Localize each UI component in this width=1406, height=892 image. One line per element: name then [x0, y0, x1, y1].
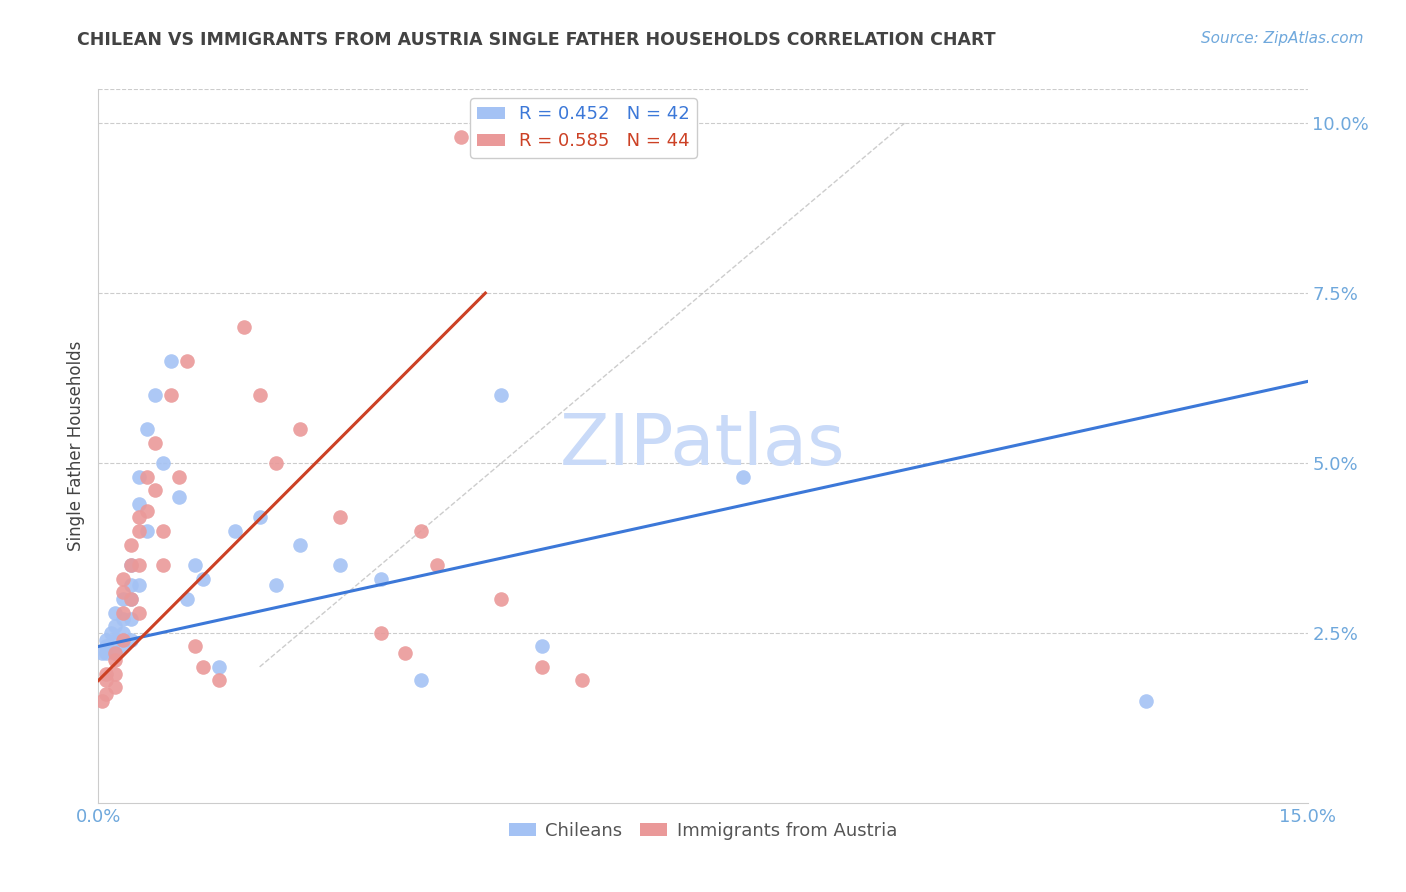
Point	[128, 469, 150, 483]
Point	[135, 524, 157, 538]
Y-axis label: Single Father Households: Single Father Households	[66, 341, 84, 551]
Point	[135, 469, 157, 483]
Point	[184, 640, 207, 654]
Point	[128, 497, 150, 511]
Point	[111, 626, 134, 640]
Point	[96, 640, 118, 654]
Point	[96, 666, 118, 681]
Point	[120, 612, 142, 626]
Point	[426, 558, 449, 572]
Point	[530, 640, 553, 654]
Point	[264, 578, 287, 592]
Point	[160, 354, 183, 368]
Point	[120, 537, 142, 551]
Point	[111, 591, 134, 606]
Point	[329, 510, 352, 524]
Point	[120, 632, 142, 647]
Point	[100, 626, 122, 640]
Point	[143, 435, 166, 450]
Point	[232, 320, 254, 334]
Point	[370, 572, 392, 586]
Point	[176, 354, 198, 368]
Point	[249, 388, 271, 402]
Point	[103, 632, 125, 647]
Point	[184, 558, 207, 572]
Point	[491, 388, 513, 402]
Point	[152, 456, 174, 470]
Point	[394, 646, 416, 660]
Point	[288, 422, 311, 436]
Point	[120, 591, 142, 606]
Point	[193, 660, 215, 674]
Point	[91, 646, 114, 660]
Point	[96, 687, 118, 701]
Point	[128, 578, 150, 592]
Point	[120, 558, 142, 572]
Legend: Chileans, Immigrants from Austria: Chileans, Immigrants from Austria	[502, 815, 904, 847]
Point	[111, 640, 134, 654]
Point	[103, 619, 125, 633]
Point	[103, 666, 125, 681]
Point	[103, 606, 125, 620]
Text: ZIPatlas: ZIPatlas	[560, 411, 846, 481]
Point	[370, 626, 392, 640]
Point	[103, 680, 125, 694]
Point	[208, 660, 231, 674]
Point	[120, 558, 142, 572]
Point	[167, 469, 190, 483]
Point	[96, 673, 118, 688]
Point	[128, 524, 150, 538]
Point	[152, 558, 174, 572]
Point	[329, 558, 352, 572]
Point	[135, 503, 157, 517]
Point	[111, 606, 134, 620]
Point	[264, 456, 287, 470]
Point	[288, 537, 311, 551]
Point	[128, 606, 150, 620]
Text: CHILEAN VS IMMIGRANTS FROM AUSTRIA SINGLE FATHER HOUSEHOLDS CORRELATION CHART: CHILEAN VS IMMIGRANTS FROM AUSTRIA SINGL…	[77, 31, 995, 49]
Point	[1135, 694, 1157, 708]
Text: Source: ZipAtlas.com: Source: ZipAtlas.com	[1201, 31, 1364, 46]
Point	[111, 632, 134, 647]
Point	[224, 524, 246, 538]
Point	[167, 490, 190, 504]
Point	[176, 591, 198, 606]
Point	[733, 469, 755, 483]
Point	[530, 660, 553, 674]
Point	[152, 524, 174, 538]
Point	[128, 510, 150, 524]
Point	[193, 572, 215, 586]
Point	[103, 646, 125, 660]
Point	[128, 558, 150, 572]
Point	[111, 612, 134, 626]
Point	[450, 129, 472, 144]
Point	[491, 591, 513, 606]
Point	[143, 483, 166, 498]
Point	[160, 388, 183, 402]
Point	[103, 646, 125, 660]
Point	[135, 422, 157, 436]
Point	[120, 591, 142, 606]
Point	[96, 632, 118, 647]
Point	[111, 572, 134, 586]
Point	[409, 524, 432, 538]
Point	[249, 510, 271, 524]
Point	[409, 673, 432, 688]
Point	[111, 585, 134, 599]
Point	[571, 673, 593, 688]
Point	[91, 694, 114, 708]
Point	[103, 653, 125, 667]
Point	[96, 646, 118, 660]
Point	[143, 388, 166, 402]
Point	[120, 578, 142, 592]
Point	[208, 673, 231, 688]
